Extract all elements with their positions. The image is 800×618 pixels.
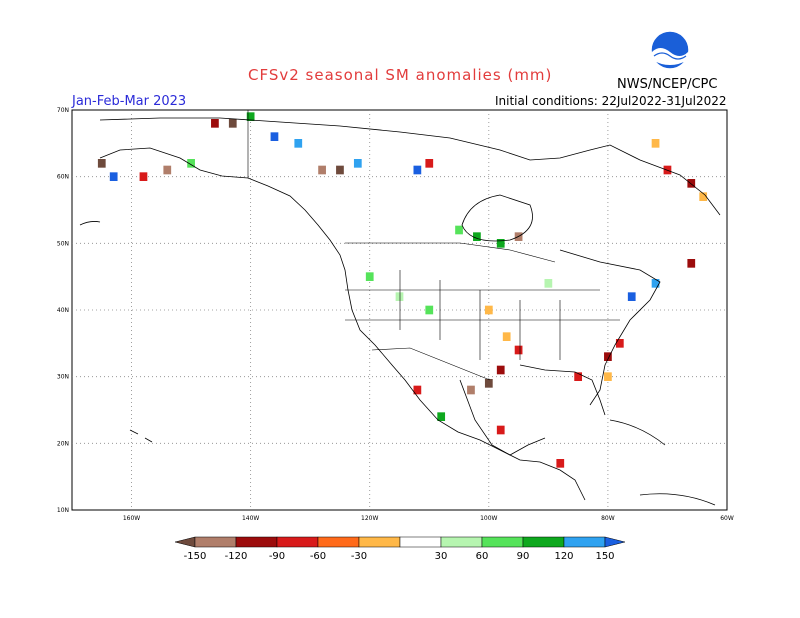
coastlines	[79, 117, 721, 506]
colorbar-segment	[481, 536, 524, 548]
colorbar-label: 60	[476, 551, 489, 562]
lon-label: 80W	[601, 515, 615, 522]
anomaly-cell	[425, 159, 434, 168]
anomaly-cell	[502, 332, 511, 341]
colorbar-segment	[235, 536, 278, 548]
anomaly-cell	[514, 345, 523, 355]
anomaly-cell	[139, 172, 148, 181]
colorbar-label: -90	[269, 551, 285, 562]
colorbar-segment	[276, 536, 319, 548]
anomaly-cell	[395, 292, 404, 301]
anomaly-cell	[467, 385, 475, 395]
colorbar-segment	[317, 536, 360, 548]
anomaly-cell	[484, 305, 493, 315]
noaa-logo-icon	[650, 30, 690, 70]
anomaly-cell	[484, 379, 493, 388]
anomaly-cell	[318, 165, 326, 175]
anomaly-cell	[109, 172, 118, 181]
colorbar-label: -150	[184, 551, 207, 562]
lat-label: 40N	[57, 307, 69, 314]
axis-labels: 70N 60N 50N 40N 30N 20N 10N 160W 140W 120W 100W 80W…	[57, 107, 734, 522]
anomaly-cell	[496, 239, 505, 248]
colorbar-label: 150	[595, 551, 614, 562]
anomaly-cell	[574, 372, 583, 381]
anomaly-cell	[353, 159, 362, 168]
anomaly-cell	[556, 459, 565, 468]
anomaly-cell	[687, 259, 696, 268]
anomaly-cell	[187, 159, 195, 168]
lat-label: 20N	[57, 440, 69, 447]
lon-label: 160W	[123, 515, 140, 522]
anomaly-cell	[425, 305, 434, 315]
anomaly-cell	[246, 112, 255, 121]
colorbar-segment	[194, 536, 237, 548]
anomaly-cell	[604, 372, 612, 381]
colorbar-label: -120	[225, 551, 248, 562]
lon-label: 140W	[242, 515, 259, 522]
borders	[247, 110, 620, 381]
map-title: CFSv2 seasonal SM anomalies (mm)	[248, 66, 553, 84]
colorbar-label: 30	[435, 551, 448, 562]
anomaly-cell	[627, 292, 636, 301]
colorbar: -150 -120 -90 -60 -30 30 60 90 120 150	[174, 536, 626, 562]
anomaly-cell	[496, 425, 505, 435]
lat-label: 30N	[57, 374, 69, 381]
anomaly-cell	[437, 412, 446, 421]
lon-label: 60W	[720, 515, 734, 522]
colorbar-label: 120	[554, 551, 573, 562]
initial-conditions-label: Initial conditions: 22Jul2022-31Jul2022	[495, 94, 727, 108]
anomaly-cell	[687, 179, 696, 188]
lat-label: 60N	[57, 174, 69, 181]
anomaly-cell	[413, 385, 422, 395]
colorbar-segment	[563, 536, 606, 548]
anomaly-cell	[97, 159, 106, 168]
lon-label: 120W	[361, 515, 378, 522]
anomaly-cell	[211, 119, 219, 128]
anomaly-cell	[473, 232, 481, 241]
lat-label: 50N	[57, 240, 69, 247]
anomaly-cell	[365, 272, 374, 281]
map-frame	[71, 109, 728, 511]
colorbar-segment	[440, 536, 483, 548]
colorbar-arrow-right	[604, 536, 626, 548]
anomaly-cell	[604, 352, 612, 361]
anomaly-cell	[651, 279, 660, 288]
colorbar-segment	[522, 536, 565, 548]
anomaly-cell	[699, 192, 708, 201]
lat-label: 70N	[57, 107, 69, 114]
colorbar-label: -30	[351, 551, 367, 562]
anomaly-cell	[294, 139, 303, 148]
colorbar-label: 90	[517, 551, 530, 562]
anomaly-cell	[336, 165, 344, 175]
anomaly-cell	[496, 365, 505, 375]
anomaly-cell	[228, 119, 237, 128]
anomaly-cell	[544, 279, 553, 288]
colorbar-label: -60	[310, 551, 326, 562]
season-label: Jan-Feb-Mar 2023	[72, 94, 187, 109]
anomaly-cell	[163, 165, 172, 175]
anomaly-cell	[270, 132, 279, 141]
anomaly-cell	[413, 165, 422, 175]
anomaly-cell	[455, 225, 463, 235]
colorbar-segment	[358, 536, 401, 548]
colorbar-arrow-left	[174, 536, 196, 548]
anomaly-cell	[651, 139, 660, 148]
colorbar-segment	[399, 536, 442, 548]
lat-label: 10N	[57, 507, 69, 514]
credit-label: NWS/NCEP/CPC	[617, 77, 718, 92]
anomaly-cells	[97, 112, 708, 468]
lon-label: 100W	[480, 515, 497, 522]
anomaly-cell	[615, 339, 624, 348]
